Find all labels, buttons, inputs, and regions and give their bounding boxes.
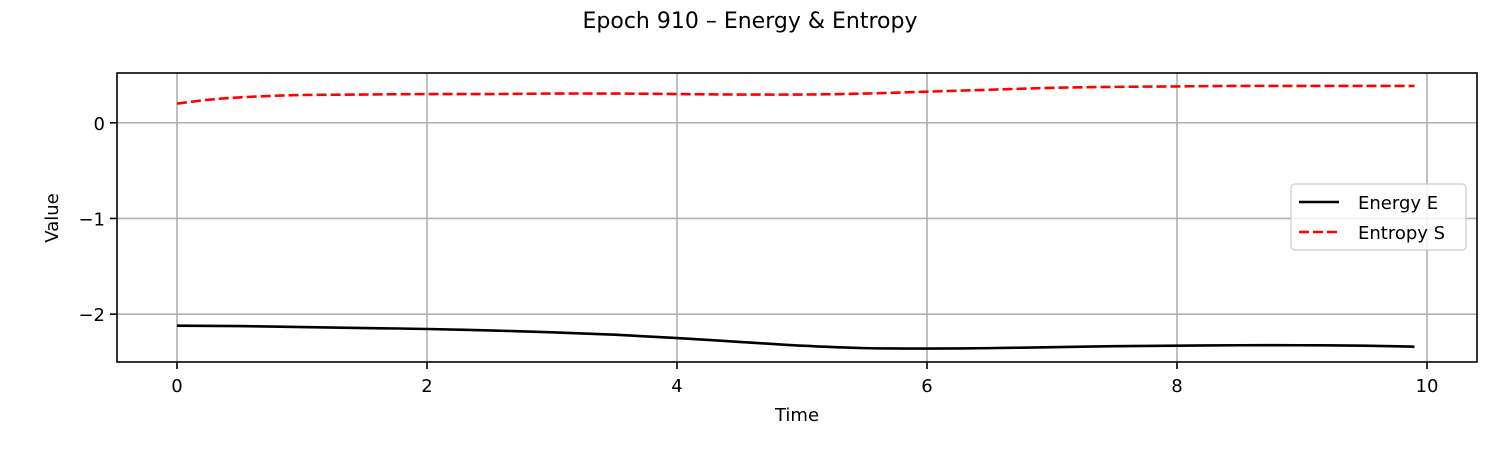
series-lines — [176, 84, 1415, 350]
series-line-energy — [176, 324, 1415, 350]
chart-title: Epoch 910 – Energy & Entropy — [583, 9, 918, 34]
y-axis-label: Value — [42, 193, 63, 242]
legend-label-entropy: Entropy S — [1358, 223, 1445, 244]
legend-frame — [1290, 183, 1467, 251]
legend-label-energy: Energy E — [1358, 193, 1438, 214]
legend: Energy E Entropy S — [1290, 183, 1467, 251]
x-tick-label: 4 — [671, 376, 682, 397]
plot-area-frame — [116, 72, 1478, 363]
x-tick-label: 0 — [171, 376, 182, 397]
series-line-entropy — [176, 84, 1415, 105]
x-tick-label: 10 — [1416, 376, 1439, 397]
axis-ticks: 0 2 4 6 8 10 0 −1 −2 — [78, 114, 1438, 397]
x-tick-label: 8 — [1171, 376, 1182, 397]
x-axis-label: Time — [774, 405, 819, 426]
y-tick-label: 0 — [94, 114, 105, 135]
x-tick-label: 2 — [421, 376, 432, 397]
y-tick-label: −2 — [78, 305, 105, 326]
x-tick-label: 6 — [921, 376, 932, 397]
y-tick-label: −1 — [78, 209, 105, 230]
